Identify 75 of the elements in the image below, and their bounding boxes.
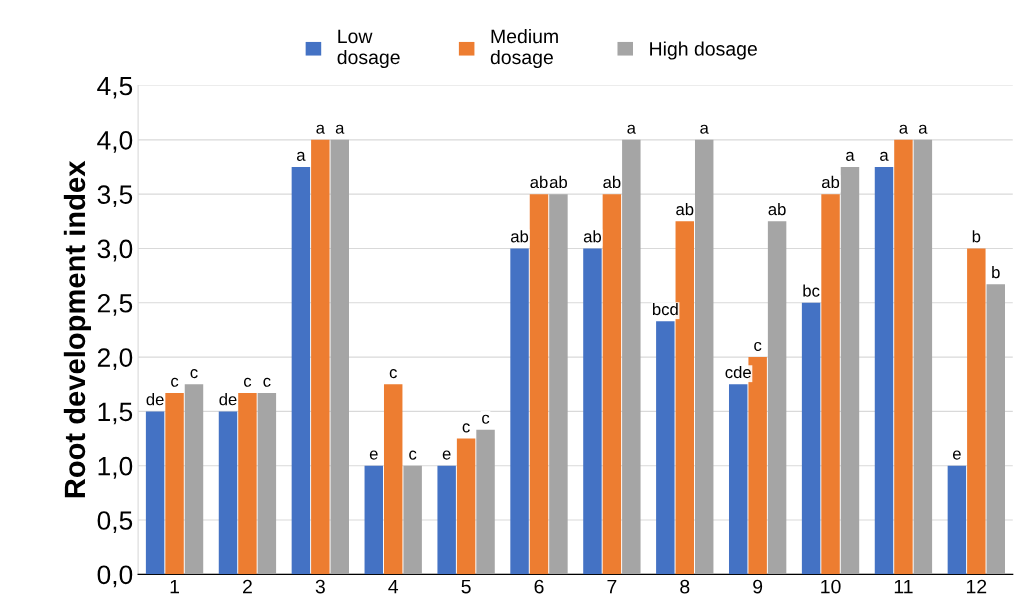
x-tick-label: 3 <box>315 579 325 594</box>
bar <box>257 392 277 575</box>
data-label: bcd <box>652 302 678 316</box>
bar <box>476 429 495 575</box>
y-tick-label: 2,5 <box>97 293 133 316</box>
data-label: ab <box>511 230 529 243</box>
y-axis-title: Root development index <box>63 160 92 498</box>
y-tick-label: 4,0 <box>97 130 133 153</box>
bar <box>145 411 165 575</box>
data-label: ab <box>549 175 567 189</box>
data-label: a <box>296 151 306 161</box>
y-tick-label: 2,0 <box>97 348 133 371</box>
data-label: a <box>700 124 709 134</box>
data-label: c <box>462 423 470 433</box>
bar <box>821 194 840 575</box>
legend-label: Medium dosage <box>490 28 558 69</box>
data-label: a <box>918 124 928 134</box>
data-label: a <box>316 124 325 134</box>
x-tick-label: 6 <box>534 579 544 594</box>
x-tick-label: 11 <box>894 579 913 594</box>
bar <box>456 438 476 575</box>
data-label: de <box>219 393 237 406</box>
y-tick-label: 0,5 <box>97 511 133 533</box>
data-label: c <box>171 377 179 387</box>
x-tick-label: 2 <box>243 579 252 594</box>
bar <box>583 248 602 575</box>
data-label: c <box>389 369 397 379</box>
data-label: cde <box>725 365 751 379</box>
y-tick-label: 3,5 <box>97 185 133 208</box>
data-label: c <box>754 341 762 352</box>
data-label: b <box>992 266 1000 279</box>
data-label: de <box>146 393 164 406</box>
data-label: c <box>190 369 198 379</box>
data-label: ab <box>676 203 694 216</box>
bar <box>874 167 894 575</box>
data-label: ab <box>583 230 602 243</box>
data-label: e <box>952 450 961 460</box>
data-label: ab <box>530 175 548 189</box>
x-tick-label: 4 <box>388 579 399 594</box>
bar <box>383 384 403 575</box>
x-tick-label: 7 <box>607 579 617 594</box>
bar <box>184 384 204 575</box>
bar <box>728 384 748 575</box>
data-label: ab <box>603 175 621 189</box>
x-tick-label: 8 <box>680 579 690 594</box>
data-label: e <box>442 450 451 460</box>
x-tick-label: 9 <box>753 579 763 594</box>
data-label: c <box>243 377 252 387</box>
data-label: b <box>972 230 981 243</box>
data-label: c <box>482 414 490 424</box>
x-tick-label: 10 <box>821 579 841 594</box>
y-tick-label: 1,0 <box>98 456 133 479</box>
legend-label: Low dosage <box>337 29 400 69</box>
data-label: e <box>369 450 378 460</box>
legend-label: High dosage <box>650 41 757 60</box>
y-tick-label: 4,5 <box>97 76 133 99</box>
data-label: c <box>263 377 271 387</box>
data-label: c <box>409 450 417 460</box>
bar <box>291 167 311 575</box>
y-tick-label: 0,0 <box>97 565 133 588</box>
y-tick-label: 1,5 <box>98 402 133 425</box>
data-label: bc <box>803 284 820 297</box>
data-label: a <box>899 124 909 134</box>
data-label: a <box>627 124 636 134</box>
data-label: a <box>846 151 855 161</box>
data-label: a <box>335 124 345 134</box>
data-label: a <box>880 151 889 161</box>
data-label: ab <box>821 175 840 189</box>
x-tick-label: 5 <box>461 579 471 594</box>
data-label: ab <box>768 203 786 216</box>
bar <box>840 167 860 575</box>
bar <box>510 248 529 575</box>
x-tick-label: 1 <box>170 579 180 594</box>
y-tick-label: 3,0 <box>97 239 133 262</box>
x-tick-label: 12 <box>967 579 987 594</box>
